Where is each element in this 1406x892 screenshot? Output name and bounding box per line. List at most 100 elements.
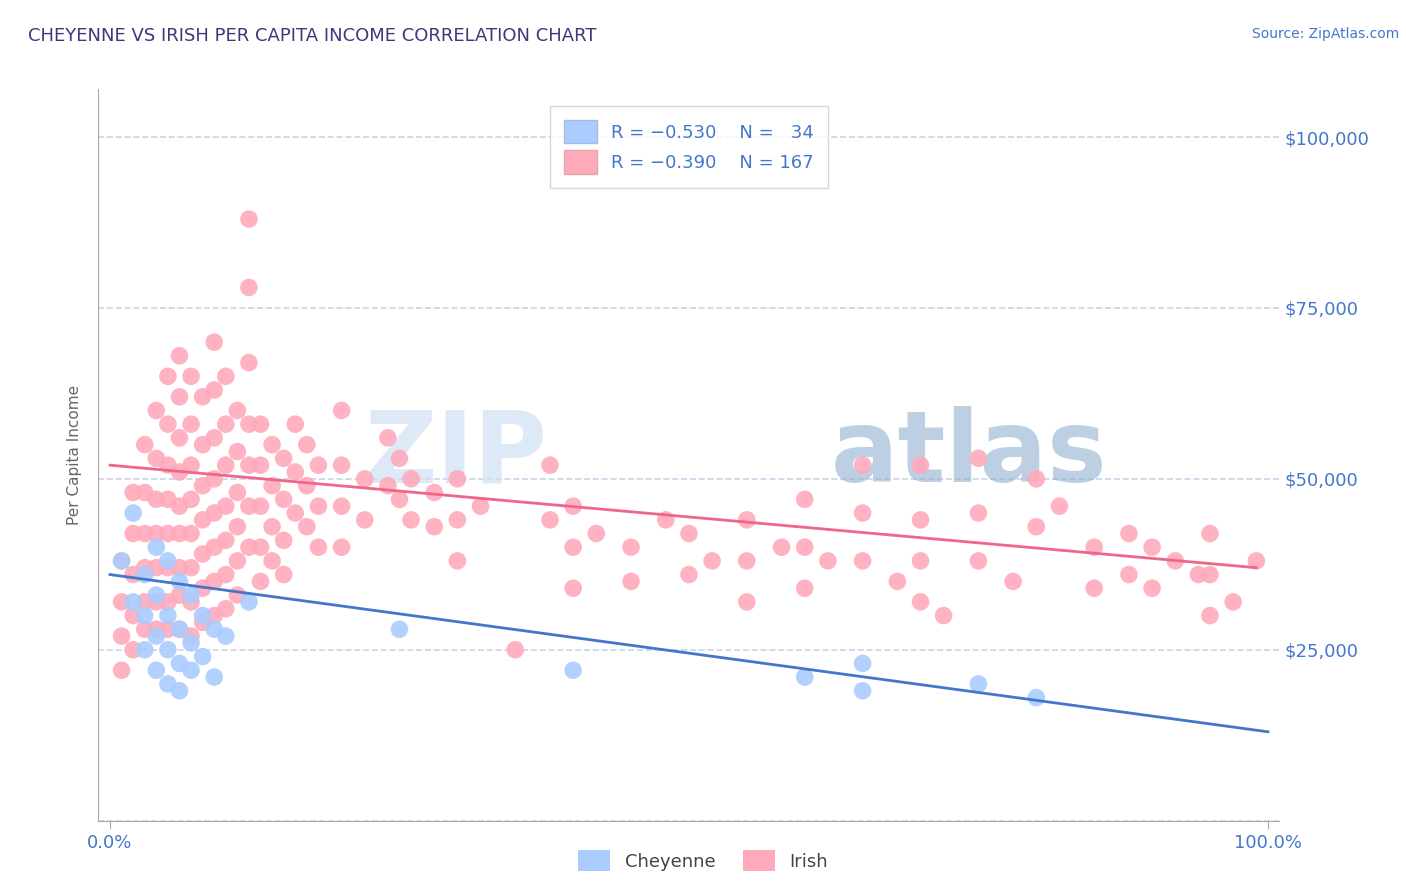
Point	[180, 595, 202, 609]
Point	[1199, 567, 1222, 582]
Point	[1025, 472, 1047, 486]
Point	[967, 554, 990, 568]
Point	[1140, 540, 1163, 554]
Point	[156, 458, 179, 472]
Point	[1049, 499, 1071, 513]
Point	[910, 458, 932, 472]
Point	[180, 417, 202, 432]
Point	[169, 622, 191, 636]
Point	[655, 513, 678, 527]
Point	[330, 499, 353, 513]
Point	[145, 629, 167, 643]
Point	[1246, 554, 1268, 568]
Point	[215, 601, 238, 615]
Point	[353, 472, 375, 486]
Point	[180, 492, 202, 507]
Point	[215, 567, 238, 582]
Point	[399, 513, 422, 527]
Text: atlas: atlas	[831, 407, 1108, 503]
Point	[122, 506, 145, 520]
Point	[134, 595, 156, 609]
Point	[202, 608, 225, 623]
Point	[202, 383, 225, 397]
Point	[226, 588, 249, 602]
Point	[423, 485, 446, 500]
Point	[180, 369, 202, 384]
Point	[156, 417, 179, 432]
Point	[538, 513, 561, 527]
Point	[388, 492, 411, 507]
Point	[967, 451, 990, 466]
Point	[307, 458, 329, 472]
Point	[967, 677, 990, 691]
Point	[202, 431, 225, 445]
Point	[620, 540, 643, 554]
Point	[156, 677, 179, 691]
Point	[122, 608, 145, 623]
Point	[191, 513, 214, 527]
Point	[273, 567, 295, 582]
Point	[562, 581, 585, 595]
Point	[932, 608, 955, 623]
Point	[262, 478, 284, 492]
Point	[793, 670, 815, 684]
Point	[284, 417, 307, 432]
Point	[910, 595, 932, 609]
Point	[122, 642, 145, 657]
Point	[295, 478, 318, 492]
Point	[122, 485, 145, 500]
Point	[191, 649, 214, 664]
Point	[169, 431, 191, 445]
Point	[295, 519, 318, 533]
Point	[284, 465, 307, 479]
Point	[377, 478, 399, 492]
Point	[202, 622, 225, 636]
Point	[156, 560, 179, 574]
Point	[388, 451, 411, 466]
Point	[1140, 581, 1163, 595]
Point	[793, 581, 815, 595]
Point	[735, 554, 758, 568]
Point	[202, 335, 225, 350]
Point	[562, 540, 585, 554]
Point	[134, 485, 156, 500]
Point	[262, 519, 284, 533]
Point	[156, 622, 179, 636]
Point	[1164, 554, 1187, 568]
Point	[122, 526, 145, 541]
Point	[169, 560, 191, 574]
Point	[169, 574, 191, 589]
Point	[180, 458, 202, 472]
Point	[470, 499, 492, 513]
Point	[156, 526, 179, 541]
Point	[134, 526, 156, 541]
Point	[145, 540, 167, 554]
Point	[145, 622, 167, 636]
Point	[967, 506, 990, 520]
Point	[226, 485, 249, 500]
Point	[238, 595, 260, 609]
Point	[238, 540, 260, 554]
Point	[134, 642, 156, 657]
Point	[910, 513, 932, 527]
Point	[145, 492, 167, 507]
Point	[110, 629, 132, 643]
Point	[249, 540, 271, 554]
Point	[122, 595, 145, 609]
Point	[1083, 540, 1105, 554]
Point	[180, 560, 202, 574]
Point	[110, 663, 132, 677]
Point	[238, 280, 260, 294]
Point	[134, 608, 156, 623]
Point	[145, 588, 167, 602]
Point	[1199, 608, 1222, 623]
Point	[886, 574, 908, 589]
Point	[330, 540, 353, 554]
Point	[1222, 595, 1244, 609]
Point	[562, 663, 585, 677]
Point	[215, 417, 238, 432]
Point	[180, 526, 202, 541]
Point	[852, 506, 875, 520]
Text: Source: ZipAtlas.com: Source: ZipAtlas.com	[1251, 27, 1399, 41]
Point	[1199, 526, 1222, 541]
